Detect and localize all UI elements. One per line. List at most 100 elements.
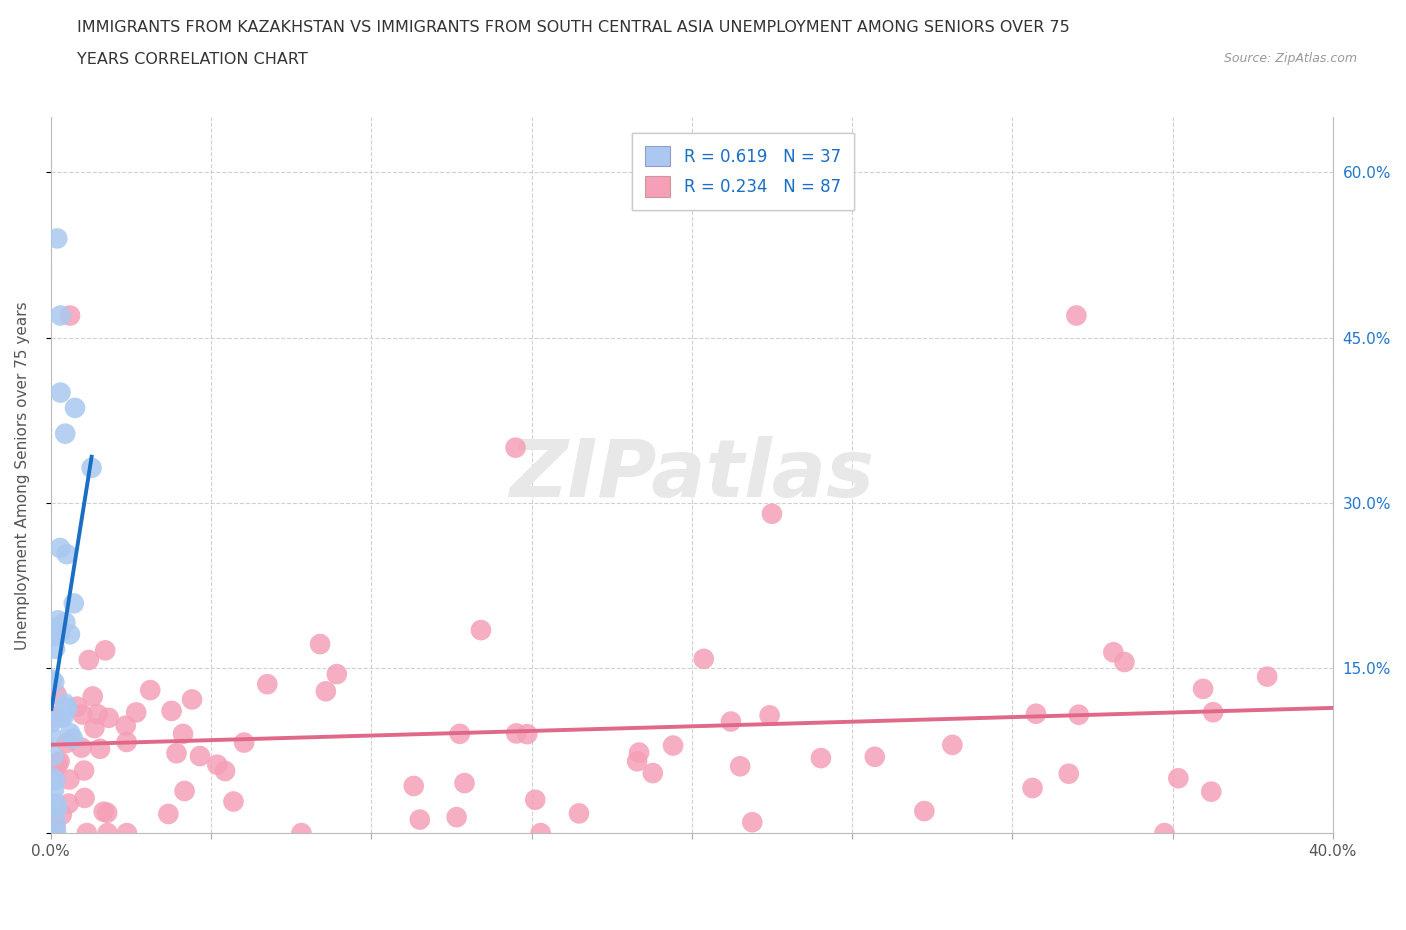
Point bbox=[207, 757, 229, 772]
Point bbox=[256, 677, 278, 692]
Text: ZIPatlas: ZIPatlas bbox=[509, 436, 875, 514]
Point bbox=[45, 826, 67, 841]
Point bbox=[409, 812, 432, 827]
Point bbox=[720, 714, 742, 729]
Point bbox=[46, 613, 69, 628]
Point bbox=[160, 703, 183, 718]
Point bbox=[1025, 706, 1047, 721]
Point bbox=[530, 826, 553, 841]
Point bbox=[758, 708, 780, 723]
Point bbox=[941, 737, 963, 752]
Point bbox=[80, 460, 103, 475]
Point bbox=[44, 642, 66, 657]
Legend: R = 0.619   N = 37, R = 0.234   N = 87: R = 0.619 N = 37, R = 0.234 N = 87 bbox=[633, 133, 855, 210]
Point bbox=[70, 740, 93, 755]
Point bbox=[66, 699, 89, 714]
Point bbox=[728, 759, 751, 774]
Point bbox=[1167, 771, 1189, 786]
Point bbox=[188, 749, 211, 764]
Point bbox=[1021, 780, 1043, 795]
Point bbox=[42, 782, 65, 797]
Point bbox=[505, 726, 527, 741]
Point bbox=[290, 826, 312, 841]
Point bbox=[641, 765, 664, 780]
Point bbox=[1102, 644, 1125, 659]
Point bbox=[173, 784, 195, 799]
Point bbox=[58, 772, 80, 787]
Point bbox=[58, 796, 80, 811]
Point bbox=[77, 653, 100, 668]
Point bbox=[51, 807, 73, 822]
Point bbox=[453, 776, 475, 790]
Point bbox=[46, 801, 69, 816]
Point bbox=[46, 755, 69, 770]
Point bbox=[1114, 655, 1136, 670]
Point bbox=[76, 826, 98, 841]
Point bbox=[49, 308, 72, 323]
Point bbox=[326, 667, 349, 682]
Point bbox=[41, 715, 63, 730]
Point bbox=[96, 826, 118, 841]
Point bbox=[48, 619, 70, 634]
Point bbox=[449, 726, 471, 741]
Point bbox=[139, 683, 162, 698]
Point bbox=[761, 506, 783, 521]
Point bbox=[115, 826, 138, 841]
Point bbox=[524, 792, 547, 807]
Point bbox=[72, 707, 94, 722]
Point bbox=[44, 675, 66, 690]
Point bbox=[45, 820, 67, 835]
Point bbox=[166, 746, 188, 761]
Point bbox=[46, 231, 69, 246]
Point bbox=[63, 401, 86, 416]
Point bbox=[82, 689, 104, 704]
Point bbox=[1066, 308, 1088, 323]
Point bbox=[53, 696, 76, 711]
Point bbox=[181, 692, 204, 707]
Point bbox=[41, 672, 63, 687]
Point bbox=[1057, 766, 1080, 781]
Point bbox=[53, 703, 76, 718]
Point bbox=[470, 623, 492, 638]
Point bbox=[41, 770, 63, 785]
Point bbox=[62, 596, 84, 611]
Point bbox=[48, 754, 70, 769]
Point bbox=[315, 684, 337, 698]
Point bbox=[45, 796, 67, 811]
Point bbox=[59, 308, 82, 323]
Point bbox=[115, 735, 138, 750]
Point bbox=[912, 804, 935, 818]
Point bbox=[49, 540, 72, 555]
Y-axis label: Unemployment Among Seniors over 75 years: Unemployment Among Seniors over 75 years bbox=[15, 301, 30, 649]
Point bbox=[73, 764, 96, 778]
Point bbox=[53, 426, 76, 441]
Point bbox=[59, 627, 82, 642]
Point bbox=[62, 731, 84, 746]
Point bbox=[83, 721, 105, 736]
Point bbox=[222, 794, 245, 809]
Point bbox=[52, 710, 75, 724]
Point bbox=[44, 773, 66, 788]
Point bbox=[1153, 826, 1175, 841]
Point bbox=[810, 751, 832, 765]
Point bbox=[49, 711, 72, 725]
Text: Source: ZipAtlas.com: Source: ZipAtlas.com bbox=[1223, 52, 1357, 65]
Point bbox=[41, 729, 63, 744]
Point bbox=[446, 810, 468, 825]
Text: YEARS CORRELATION CHART: YEARS CORRELATION CHART bbox=[77, 52, 308, 67]
Point bbox=[44, 629, 66, 644]
Point bbox=[96, 805, 118, 820]
Point bbox=[505, 440, 527, 455]
Point bbox=[1192, 682, 1215, 697]
Point bbox=[1256, 670, 1278, 684]
Point bbox=[53, 615, 76, 630]
Point bbox=[44, 709, 66, 724]
Point bbox=[45, 815, 67, 830]
Point bbox=[89, 741, 111, 756]
Point bbox=[46, 759, 69, 774]
Point bbox=[233, 735, 256, 750]
Point bbox=[55, 547, 77, 562]
Point bbox=[693, 651, 716, 666]
Point bbox=[49, 385, 72, 400]
Point bbox=[55, 736, 77, 751]
